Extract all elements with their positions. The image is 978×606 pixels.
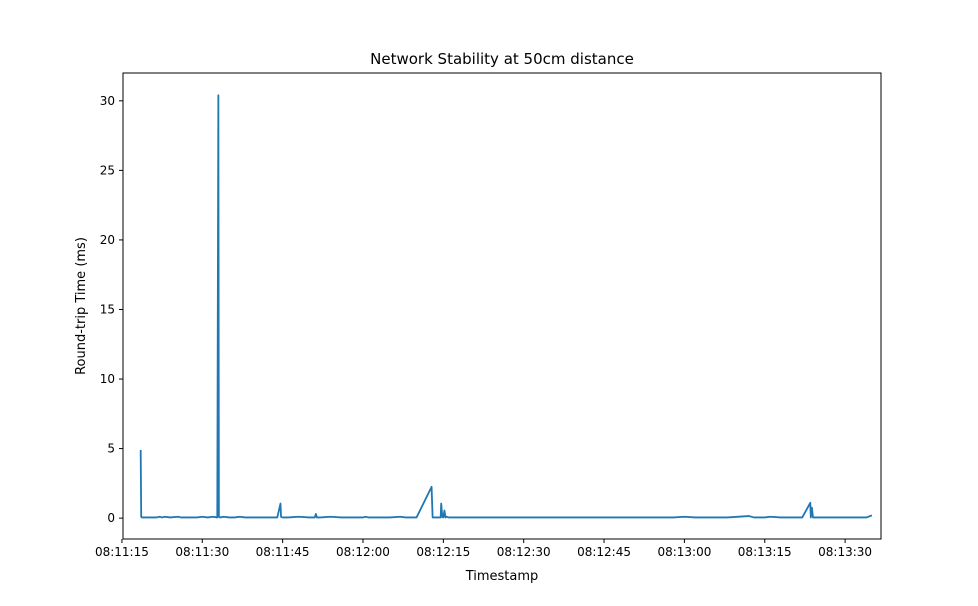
y-tick-label: 0 [107, 511, 115, 525]
x-tick-label: 08:13:15 [738, 545, 792, 559]
x-tick-label: 08:12:45 [577, 545, 631, 559]
y-tick-label: 30 [100, 94, 115, 108]
x-tick-label: 08:11:30 [175, 545, 229, 559]
chart-title: Network Stability at 50cm distance [370, 50, 634, 68]
y-tick-label: 15 [100, 302, 115, 316]
x-tick-label: 08:11:15 [95, 545, 149, 559]
x-tick-label: 08:12:15 [416, 545, 470, 559]
y-tick-label: 25 [100, 163, 115, 177]
y-axis-ticks: 0 5 10 15 20 25 30 [100, 94, 123, 525]
x-tick-label: 08:12:30 [497, 545, 551, 559]
x-axis-label: Timestamp [465, 569, 539, 584]
x-tick-label: 08:13:00 [657, 545, 711, 559]
x-tick-label: 08:12:00 [336, 545, 390, 559]
y-axis-label: Round-trip Time (ms) [74, 237, 89, 375]
y-tick-label: 10 [100, 372, 115, 386]
series-line [139, 94, 873, 519]
x-axis-ticks: 08:11:15 08:11:30 08:11:45 08:12:00 08:12:15… [95, 539, 872, 559]
axes-frame [122, 72, 882, 540]
y-tick-label: 5 [107, 442, 115, 456]
x-tick-label: 08:11:45 [256, 545, 310, 559]
x-tick-label: 08:13:30 [818, 545, 872, 559]
plot-area [139, 94, 873, 519]
y-tick-label: 20 [100, 233, 115, 247]
